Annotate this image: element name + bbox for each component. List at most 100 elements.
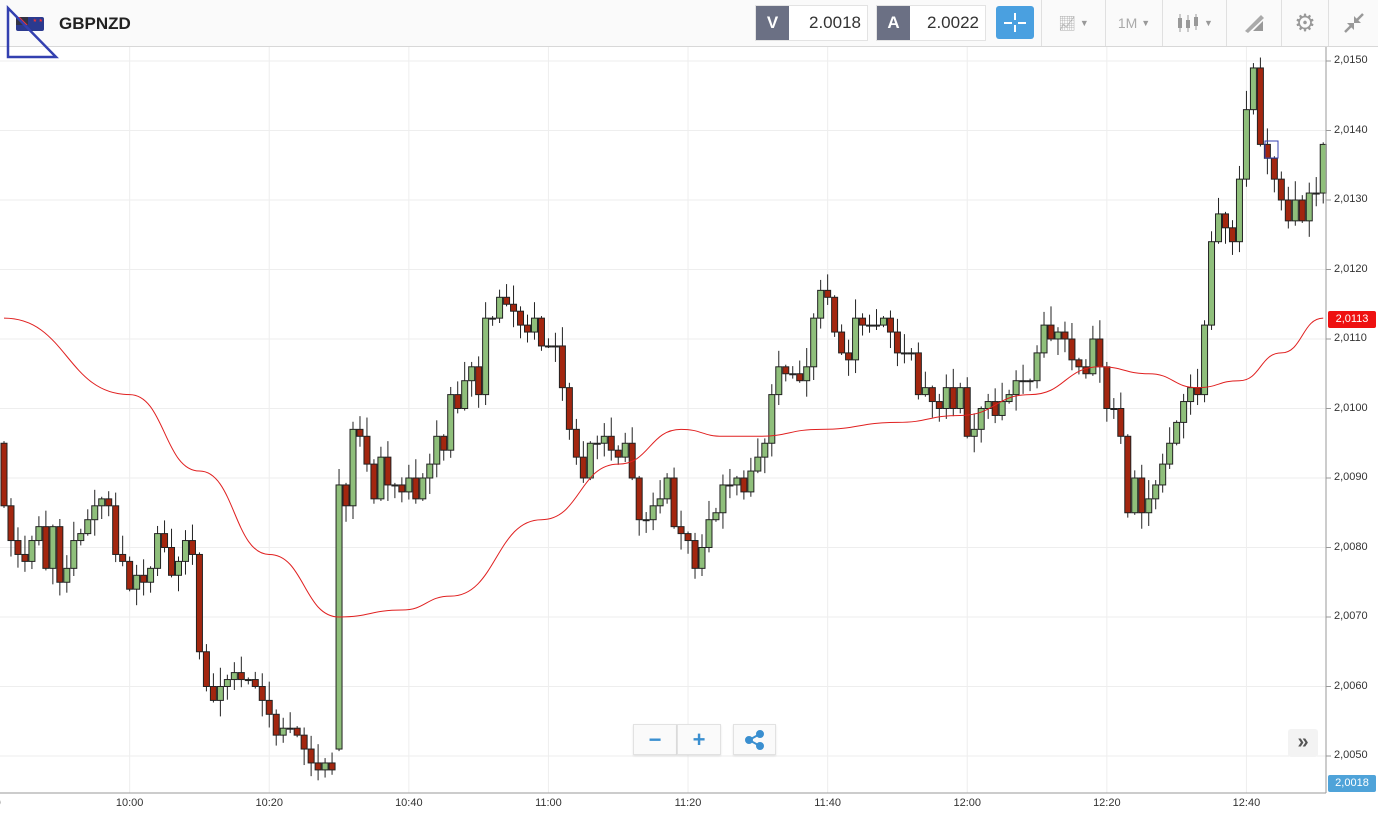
collapse-button[interactable] xyxy=(1328,0,1378,46)
collapse-arrows-icon xyxy=(1343,13,1364,33)
chart-type-dropdown[interactable]: ▼ xyxy=(1162,0,1226,46)
scroll-to-latest-button[interactable]: » xyxy=(1288,729,1318,757)
candle-up xyxy=(1012,380,1020,396)
sell-label: V xyxy=(756,6,789,40)
candle-down xyxy=(1061,331,1069,340)
candle-up xyxy=(77,533,85,542)
drawing-tools-button[interactable] xyxy=(1226,0,1281,46)
candle-up xyxy=(1291,199,1299,222)
candle-down xyxy=(0,442,8,507)
candle-up xyxy=(98,498,106,507)
candle-down xyxy=(105,498,113,507)
candle-down xyxy=(56,526,64,583)
candle-up xyxy=(461,380,469,410)
buy-price-box[interactable]: A 2.0022 xyxy=(876,5,986,41)
candle-up xyxy=(433,435,441,465)
candle-up xyxy=(866,324,874,327)
candle-down xyxy=(21,553,29,562)
candle-down xyxy=(370,463,378,500)
candle-up xyxy=(789,373,797,376)
chart-header: GBPNZD V 2.0018 A 2.0022 📈︎▼ 1M▼ ▼ ⚙ xyxy=(0,0,1378,47)
crosshair-button[interactable] xyxy=(996,6,1034,39)
zoom-out-button[interactable]: − xyxy=(633,724,677,755)
candle-up xyxy=(712,512,720,521)
candle-down xyxy=(628,442,636,479)
settings-button[interactable]: ⚙ xyxy=(1281,0,1328,46)
candle-up xyxy=(733,477,741,486)
sell-price-box[interactable]: V 2.0018 xyxy=(755,5,868,41)
time-tick-label: 9:40 xyxy=(0,797,1,809)
candle-down xyxy=(845,352,853,361)
time-tick-label: 10:40 xyxy=(395,797,423,809)
candle-down xyxy=(356,428,364,437)
candle-down xyxy=(363,435,371,465)
candle-up xyxy=(230,672,238,681)
candle-up xyxy=(63,567,71,583)
share-button[interactable] xyxy=(733,724,776,755)
candle-down xyxy=(935,401,943,409)
candle-up xyxy=(154,533,162,569)
chevron-down-icon: ▼ xyxy=(1141,18,1151,28)
indicators-button[interactable]: 📈︎ ▼ xyxy=(1041,0,1105,46)
candle-down xyxy=(293,727,301,736)
time-tick-label: 12:00 xyxy=(953,797,981,809)
candle-up xyxy=(551,345,559,348)
candle-up xyxy=(1201,324,1209,396)
candle-down xyxy=(1138,477,1146,514)
candle-down xyxy=(670,477,678,528)
price-tick-label: 2,0130 xyxy=(1334,193,1368,205)
candle-up xyxy=(761,442,769,458)
candle-up xyxy=(1312,192,1320,195)
candle-up xyxy=(70,540,78,569)
candle-up xyxy=(35,526,43,542)
candle-up xyxy=(1305,192,1313,222)
zoom-in-button[interactable]: + xyxy=(677,724,721,755)
candle-down xyxy=(126,560,134,590)
candle-up xyxy=(879,317,887,326)
candle-down xyxy=(1284,199,1292,222)
candle-up xyxy=(600,435,608,444)
candle-up xyxy=(621,442,629,458)
price-tick-label: 2,0080 xyxy=(1334,540,1368,553)
candle-down xyxy=(412,477,420,500)
candle-up xyxy=(1033,352,1041,382)
chevron-down-icon: ▼ xyxy=(1204,18,1213,28)
candle-up xyxy=(1159,463,1167,486)
timeframe-dropdown[interactable]: 1M ▼ xyxy=(1105,0,1162,46)
candle-up xyxy=(803,366,811,382)
candle-up xyxy=(705,519,713,549)
candle-up xyxy=(1089,338,1097,375)
candle-up xyxy=(419,477,427,500)
candle-down xyxy=(398,484,406,493)
candle-down xyxy=(1096,338,1104,368)
time-tick-label: 10:20 xyxy=(255,797,283,809)
candle-up xyxy=(998,401,1006,416)
candle-down xyxy=(195,553,203,653)
candle-down xyxy=(503,296,511,305)
candle-down xyxy=(614,449,622,458)
candle-up xyxy=(1215,213,1223,243)
candle-down xyxy=(1068,338,1076,361)
candle-down xyxy=(454,394,462,410)
indicators-icon: 📈︎ xyxy=(1058,14,1076,31)
candle-up xyxy=(977,408,985,430)
candle-down xyxy=(188,540,196,555)
candle-down xyxy=(831,296,839,333)
candle-up xyxy=(586,442,594,479)
bid-price-tag: 2,0018 xyxy=(1328,775,1376,792)
gear-icon: ⚙ xyxy=(1294,9,1316,37)
candle-down xyxy=(963,387,971,437)
candle-up xyxy=(175,560,182,576)
candle-down xyxy=(517,310,525,326)
candle-down xyxy=(572,428,580,458)
candle-up xyxy=(468,366,476,382)
price-tick-label: 2,0120 xyxy=(1334,262,1368,275)
candle-down xyxy=(112,505,120,555)
selected-candle-marker[interactable] xyxy=(1264,140,1279,159)
candle-down xyxy=(314,762,322,771)
candle-up xyxy=(482,317,490,396)
candle-up xyxy=(817,289,825,319)
candle-up xyxy=(593,442,601,445)
candle-up xyxy=(1005,394,1013,403)
candle-up xyxy=(216,686,224,701)
